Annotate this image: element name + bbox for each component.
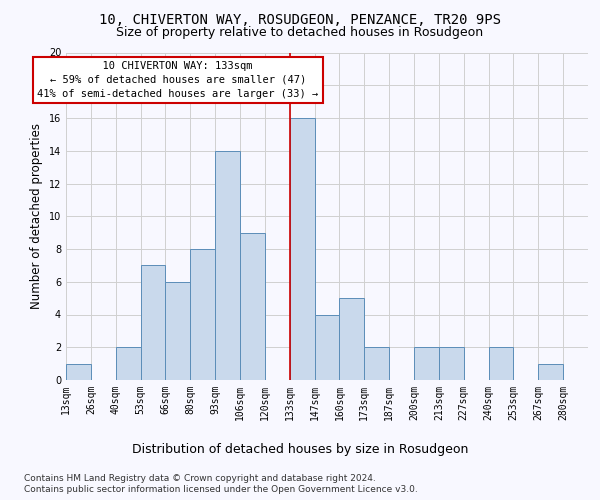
Bar — [215, 151, 240, 380]
Bar — [538, 364, 563, 380]
Bar — [314, 314, 340, 380]
Bar — [190, 249, 215, 380]
Text: Contains HM Land Registry data © Crown copyright and database right 2024.: Contains HM Land Registry data © Crown c… — [24, 474, 376, 483]
Bar — [240, 232, 265, 380]
Text: Size of property relative to detached houses in Rosudgeon: Size of property relative to detached ho… — [116, 26, 484, 39]
Bar — [488, 347, 514, 380]
Bar — [116, 347, 140, 380]
Bar — [439, 347, 464, 380]
Bar — [364, 347, 389, 380]
Bar — [166, 282, 190, 380]
Bar — [414, 347, 439, 380]
Text: Contains public sector information licensed under the Open Government Licence v3: Contains public sector information licen… — [24, 485, 418, 494]
Bar — [290, 118, 314, 380]
Text: Distribution of detached houses by size in Rosudgeon: Distribution of detached houses by size … — [132, 442, 468, 456]
Text: 10, CHIVERTON WAY, ROSUDGEON, PENZANCE, TR20 9PS: 10, CHIVERTON WAY, ROSUDGEON, PENZANCE, … — [99, 12, 501, 26]
Bar — [340, 298, 364, 380]
Bar — [140, 266, 166, 380]
Text: 10 CHIVERTON WAY: 133sqm  
← 59% of detached houses are smaller (47)
41% of semi: 10 CHIVERTON WAY: 133sqm ← 59% of detach… — [37, 60, 319, 98]
Bar — [66, 364, 91, 380]
Y-axis label: Number of detached properties: Number of detached properties — [30, 123, 43, 309]
